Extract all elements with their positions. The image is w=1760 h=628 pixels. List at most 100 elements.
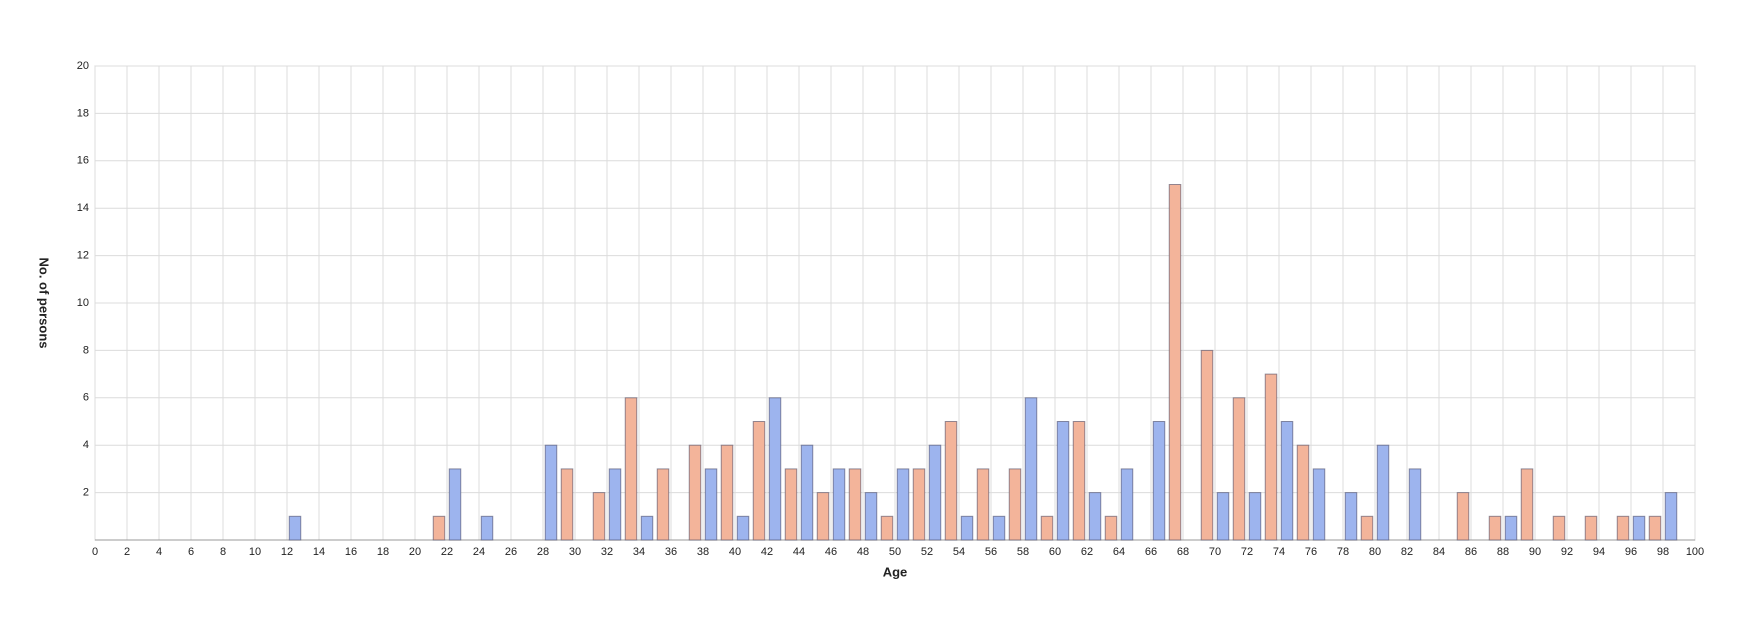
x-tick-label: 68 <box>1177 546 1189 558</box>
x-tick-label: 74 <box>1273 546 1285 558</box>
bar <box>848 468 862 541</box>
x-tick-label: 34 <box>633 546 645 558</box>
bar <box>784 468 798 541</box>
x-tick-label: 88 <box>1497 546 1509 558</box>
x-tick-label: 92 <box>1561 546 1573 558</box>
x-tick-label: 28 <box>537 546 549 558</box>
bar <box>800 444 814 541</box>
bar <box>1456 492 1470 541</box>
bar <box>560 468 574 541</box>
bar <box>864 492 878 541</box>
x-tick-label: 24 <box>473 546 485 558</box>
bar <box>640 515 654 541</box>
x-tick-label: 76 <box>1305 546 1317 558</box>
bar <box>1376 444 1390 541</box>
x-tick-label: 36 <box>665 546 677 558</box>
bar <box>1264 373 1278 541</box>
x-tick-label: 56 <box>985 546 997 558</box>
bar <box>1360 515 1374 541</box>
x-tick-label: 0 <box>92 546 98 558</box>
y-tick-label: 16 <box>77 155 89 167</box>
bar <box>592 492 606 541</box>
bar <box>288 515 302 541</box>
x-tick-label: 82 <box>1401 546 1413 558</box>
bar <box>624 397 638 541</box>
x-tick-label: 66 <box>1145 546 1157 558</box>
bar <box>1648 515 1662 541</box>
bar <box>1072 421 1086 541</box>
x-tick-label: 46 <box>825 546 837 558</box>
x-tick-label: 42 <box>761 546 773 558</box>
x-tick-label: 84 <box>1433 546 1445 558</box>
x-tick-label: 8 <box>220 546 226 558</box>
x-tick-label: 20 <box>409 546 421 558</box>
bar <box>1040 515 1054 541</box>
bar <box>1616 515 1630 541</box>
x-tick-label: 70 <box>1209 546 1221 558</box>
x-tick-label: 94 <box>1593 546 1605 558</box>
bar <box>1008 468 1022 541</box>
x-tick-label: 18 <box>377 546 389 558</box>
x-tick-label: 22 <box>441 546 453 558</box>
x-tick-label: 80 <box>1369 546 1381 558</box>
y-axis-title: No. of persons <box>37 257 52 348</box>
bar <box>608 468 622 541</box>
y-tick-label: 8 <box>83 344 89 356</box>
bar <box>928 444 942 541</box>
x-tick-label: 16 <box>345 546 357 558</box>
x-tick-label: 100 <box>1686 546 1704 558</box>
x-tick-label: 58 <box>1017 546 1029 558</box>
x-tick-label: 62 <box>1081 546 1093 558</box>
bar <box>768 397 782 541</box>
x-tick-label: 12 <box>281 546 293 558</box>
x-tick-label: 86 <box>1465 546 1477 558</box>
bar <box>1504 515 1518 541</box>
x-tick-label: 72 <box>1241 546 1253 558</box>
x-tick-label: 6 <box>188 546 194 558</box>
bar <box>1104 515 1118 541</box>
y-tick-label: 2 <box>83 487 89 499</box>
x-tick-label: 30 <box>569 546 581 558</box>
x-tick-label: 54 <box>953 546 965 558</box>
bar <box>656 468 670 541</box>
x-tick-label: 96 <box>1625 546 1637 558</box>
bar <box>1344 492 1358 541</box>
y-tick-label: 4 <box>83 439 89 451</box>
bar <box>1200 349 1214 541</box>
x-tick-label: 48 <box>857 546 869 558</box>
x-tick-label: 90 <box>1529 546 1541 558</box>
x-tick-label: 50 <box>889 546 901 558</box>
x-tick-label: 52 <box>921 546 933 558</box>
x-tick-label: 2 <box>124 546 130 558</box>
y-tick-label: 14 <box>77 202 89 214</box>
y-tick-label: 18 <box>77 107 89 119</box>
bar <box>1408 468 1422 541</box>
x-tick-label: 78 <box>1337 546 1349 558</box>
y-tick-label: 10 <box>77 297 89 309</box>
bar <box>1632 515 1646 541</box>
bar <box>688 444 702 541</box>
x-tick-label: 32 <box>601 546 613 558</box>
x-tick-label: 26 <box>505 546 517 558</box>
bar <box>944 421 958 541</box>
x-tick-label: 64 <box>1113 546 1125 558</box>
bar <box>752 421 766 541</box>
bar <box>1152 421 1166 541</box>
bar <box>896 468 910 541</box>
bar <box>816 492 830 541</box>
bar <box>1120 468 1134 541</box>
bar <box>1312 468 1326 541</box>
bar <box>992 515 1006 541</box>
bar <box>1216 492 1230 541</box>
bar <box>1232 397 1246 541</box>
x-tick-label: 10 <box>249 546 261 558</box>
bar <box>480 515 494 541</box>
bar <box>1552 515 1566 541</box>
bar <box>704 468 718 541</box>
bar <box>1088 492 1102 541</box>
x-tick-label: 60 <box>1049 546 1061 558</box>
bar <box>1056 421 1070 541</box>
bar <box>432 515 446 541</box>
bar <box>1296 444 1310 541</box>
y-tick-label: 20 <box>77 60 89 72</box>
